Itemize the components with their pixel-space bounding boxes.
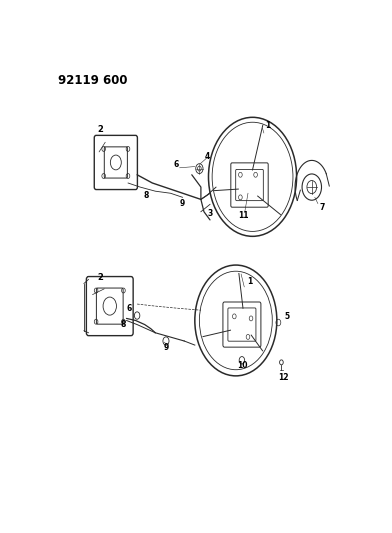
Text: 4: 4 [205,152,210,161]
Text: 7: 7 [320,203,325,212]
Text: 10: 10 [237,361,247,370]
Text: 1: 1 [247,277,252,286]
Text: 6: 6 [174,160,179,169]
Text: 3: 3 [207,209,212,218]
Text: 2: 2 [98,125,103,134]
Text: 2: 2 [98,273,103,282]
Text: 8: 8 [143,191,149,200]
Text: 11: 11 [238,211,249,220]
Text: 92119 600: 92119 600 [58,74,128,87]
Text: 8: 8 [121,320,126,329]
Text: 1: 1 [265,121,270,130]
Text: 12: 12 [278,374,288,382]
Text: 9: 9 [180,199,185,208]
Text: 6: 6 [127,304,132,313]
Text: 9: 9 [163,343,169,352]
Text: 5: 5 [285,312,290,321]
